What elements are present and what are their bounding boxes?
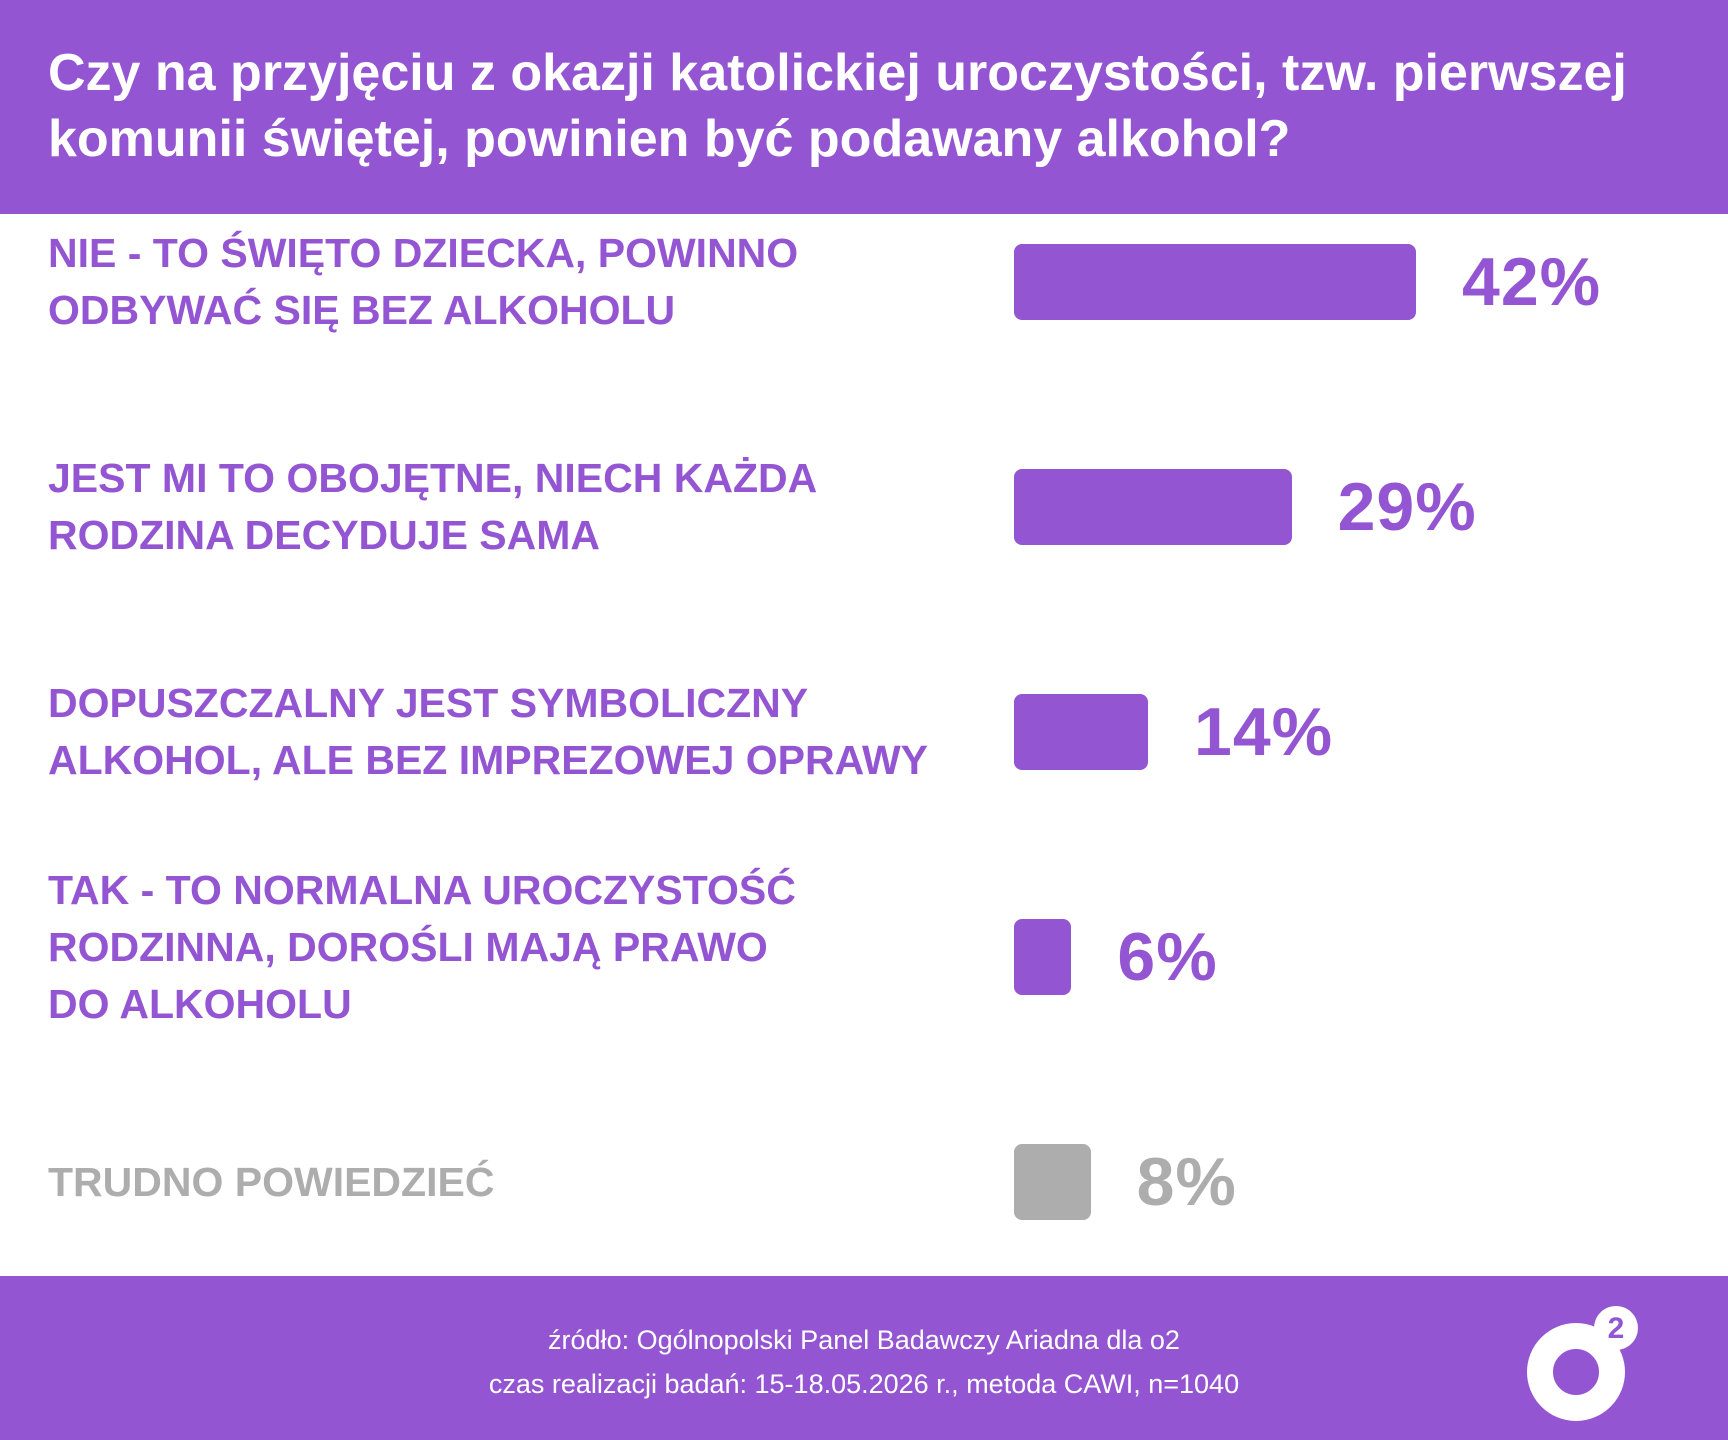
data-label: 8% bbox=[1136, 1144, 1237, 1220]
chart-title: Czy na przyjęciu z okazji katolickiej ur… bbox=[48, 44, 1627, 168]
bar-chart: NIE - TO ŚWIĘTO DZIECKA, POWINNO ODBYWAĆ … bbox=[0, 214, 1728, 1276]
bar bbox=[1014, 1144, 1091, 1220]
data-label: 42% bbox=[1462, 244, 1602, 320]
category-label: NIE - TO ŚWIĘTO DZIECKA, POWINNO ODBYWAĆ … bbox=[48, 225, 988, 339]
data-label: 6% bbox=[1117, 919, 1218, 995]
category-label-line: RODZINA DECYDUJE SAMA bbox=[48, 512, 601, 558]
o2-logo-icon: 2 bbox=[1527, 1306, 1638, 1421]
category-label: TAK - TO NORMALNA UROCZYSTOŚĆ RODZINNA, D… bbox=[48, 862, 988, 1033]
data-label: 29% bbox=[1337, 469, 1477, 545]
bar bbox=[1014, 244, 1416, 320]
bar bbox=[1014, 919, 1072, 995]
logo-superscript: 2 bbox=[1608, 1312, 1625, 1345]
category-label-line: TRUDNO POWIEDZIEĆ bbox=[48, 1158, 495, 1205]
method-note: czas realizacji badań: 15-18.05.2026 r.,… bbox=[488, 1369, 1240, 1399]
bar bbox=[1014, 694, 1148, 770]
category-label-line: DO ALKOHOLU bbox=[48, 980, 352, 1027]
data-label: 14% bbox=[1194, 694, 1334, 770]
category-label: JEST MI TO OBOJĘTNE, NIECH KAŻDA RODZINA … bbox=[48, 450, 988, 564]
category-label-line: NIE - TO ŚWIĘTO DZIECKA, POWINNO bbox=[48, 230, 799, 276]
category-label-line: TAK - TO NORMALNA UROCZYSTOŚĆ bbox=[48, 866, 796, 913]
category-label: DOPUSZCZALNY JEST SYMBOLICZNY ALKOHOL, AL… bbox=[48, 675, 988, 789]
category-label-line: ALKOHOL, ALE BEZ IMPREZOWEJ OPRAWY bbox=[48, 737, 928, 783]
bar bbox=[1014, 469, 1292, 545]
footer-banner: źródło: Ogólnopolski Panel Badawczy Aria… bbox=[0, 1276, 1728, 1440]
category-label-line: RODZINNA, DOROŚLI MAJĄ PRAWO bbox=[48, 923, 768, 970]
source-note: źródło: Ogólnopolski Panel Badawczy Aria… bbox=[548, 1325, 1180, 1355]
header-banner: Czy na przyjęciu z okazji katolickiej ur… bbox=[0, 0, 1728, 214]
category-label-line: DOPUSZCZALNY JEST SYMBOLICZNY bbox=[48, 680, 809, 726]
category-label: TRUDNO POWIEDZIEĆ bbox=[48, 1154, 988, 1211]
category-label-line: ODBYWAĆ SIĘ BEZ ALKOHOLU bbox=[48, 287, 676, 333]
category-label-line: JEST MI TO OBOJĘTNE, NIECH KAŻDA bbox=[48, 455, 818, 501]
